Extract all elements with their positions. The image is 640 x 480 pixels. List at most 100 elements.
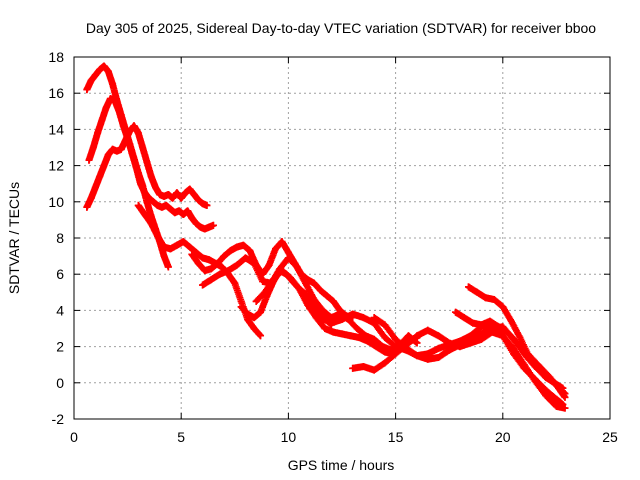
- data-point: [413, 352, 421, 360]
- data-point: [158, 203, 166, 211]
- data-point: [188, 250, 196, 258]
- data-point: [154, 232, 162, 240]
- data-point: [117, 111, 125, 119]
- data-point: [473, 288, 481, 296]
- data-point: [96, 172, 104, 180]
- data-point: [525, 352, 533, 360]
- data-point: [284, 254, 292, 262]
- data-point: [91, 183, 99, 191]
- data-point: [261, 288, 269, 296]
- series-track-4: [134, 201, 265, 340]
- data-point: [370, 366, 378, 374]
- series-track-1: [83, 122, 211, 211]
- data-point: [216, 270, 224, 278]
- data-point: [147, 172, 155, 180]
- data-point: [552, 402, 560, 410]
- data-point: [278, 238, 286, 246]
- data-point: [134, 169, 142, 177]
- data-point: [327, 319, 335, 327]
- data-point: [117, 145, 125, 153]
- y-tick-label: 6: [56, 266, 64, 282]
- data-point: [143, 158, 151, 166]
- axis-ticks: 0 5 10 15 20 25 -2 0 2 4 6 8 10 12 14 16 18: [48, 49, 618, 445]
- data-point: [269, 276, 277, 284]
- data-point: [166, 205, 174, 213]
- data-point: [237, 303, 245, 311]
- y-tick-label: 4: [56, 302, 64, 318]
- data-point: [499, 303, 507, 311]
- data-point: [507, 317, 515, 325]
- data-point: [147, 220, 155, 228]
- data-point: [467, 334, 475, 342]
- data-point: [175, 207, 183, 215]
- data-point: [239, 241, 247, 249]
- data-point: [179, 210, 187, 218]
- data-point: [381, 334, 389, 342]
- data-point: [265, 261, 273, 269]
- data-point: [83, 203, 91, 211]
- data-point: [199, 281, 207, 289]
- data-point: [100, 62, 108, 70]
- data-point: [130, 154, 138, 162]
- x-tick-label: 20: [495, 429, 511, 445]
- data-point: [199, 254, 207, 262]
- data-point: [106, 95, 114, 103]
- data-point: [173, 241, 181, 249]
- data-point: [477, 321, 485, 329]
- data-point: [91, 71, 99, 79]
- data-point: [83, 86, 91, 94]
- data-point: [214, 259, 222, 267]
- data-point: [87, 77, 95, 85]
- data-point: [205, 256, 213, 264]
- data-point: [164, 263, 172, 271]
- y-tick-label: 14: [48, 121, 64, 137]
- data-point: [359, 314, 367, 322]
- y-tick-label: 18: [48, 49, 64, 65]
- data-point: [190, 191, 198, 199]
- data-point: [561, 393, 569, 401]
- data-point: [113, 96, 121, 104]
- data-point: [98, 116, 106, 124]
- data-point: [413, 332, 421, 340]
- data-point: [156, 191, 164, 199]
- data-point: [381, 321, 389, 329]
- data-point: [166, 245, 174, 253]
- x-tick-label: 0: [70, 429, 78, 445]
- data-point: [233, 261, 241, 269]
- data-point: [477, 330, 485, 338]
- data-point: [149, 198, 157, 206]
- data-point: [173, 189, 181, 197]
- data-point: [542, 373, 550, 381]
- data-point: [460, 314, 468, 322]
- data-point: [347, 332, 355, 340]
- data-point: [250, 259, 258, 267]
- data-point: [257, 332, 265, 340]
- data-point: [370, 314, 378, 322]
- data-point: [317, 314, 325, 322]
- data-point: [338, 330, 346, 338]
- data-point: [244, 310, 252, 318]
- data-point: [134, 201, 142, 209]
- data-point: [218, 263, 226, 271]
- data-point: [287, 274, 295, 282]
- data-point: [482, 294, 490, 302]
- data-point: [434, 344, 442, 352]
- data-point: [559, 384, 567, 392]
- data-point: [516, 334, 524, 342]
- data-point: [552, 395, 560, 403]
- y-axis-label: SDTVAR / TECUs: [6, 182, 22, 294]
- data-point: [179, 238, 187, 246]
- data-point: [317, 286, 325, 294]
- data-point: [329, 297, 337, 305]
- data-point: [205, 223, 213, 231]
- data-point: [164, 191, 172, 199]
- data-point: [381, 348, 389, 356]
- data-point: [381, 359, 389, 367]
- data-point: [177, 194, 185, 202]
- data-point: [304, 301, 312, 309]
- data-point: [196, 223, 204, 231]
- data-point: [456, 341, 464, 349]
- data-series: [83, 62, 569, 412]
- data-point: [510, 344, 518, 352]
